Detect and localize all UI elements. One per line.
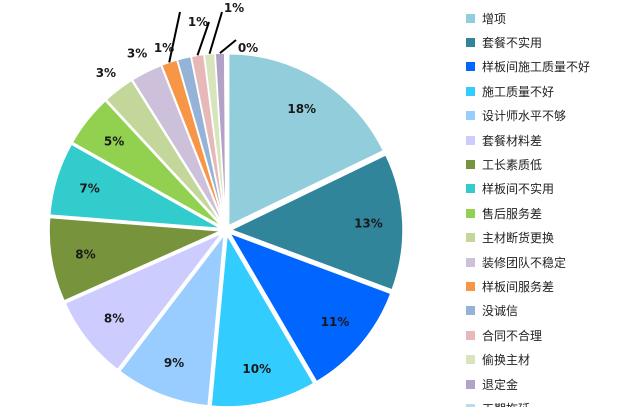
legend-label: 施工质量不好 [482,84,555,99]
pie-slice [227,53,385,227]
slice-data-label: 11% [321,315,350,329]
legend-swatch [466,306,475,316]
legend-swatch [466,160,475,170]
legend-item: 偷换主材 [466,347,640,371]
pie-slice [48,216,222,302]
legend-label: 合同不合理 [482,328,543,343]
legend-label: 工长素质低 [482,158,543,173]
legend-label: 主材断货更换 [482,231,555,246]
slice-data-label: 18% [287,102,316,116]
leader-line [208,11,223,55]
legend-item: 售后服务差 [466,201,640,225]
legend-item: 增项 [466,6,640,30]
legend-label: 偷换主材 [482,353,531,368]
legend-label: 套餐材料差 [482,133,543,148]
pie-chart: 18% 13% 11% 10% 9% 8% 8% 7% 5% 3% 3% 1% 1% 1% 0% [48,1,404,407]
legend-item: 装修团队不稳定 [466,250,640,274]
pie-slice [229,153,404,291]
legend-swatch [466,403,475,407]
leader-line [196,21,210,56]
legend-swatch [466,355,475,365]
legend-swatch [466,257,475,267]
legend-label: 样板间服务差 [482,279,555,294]
legend-label: 增项 [482,11,507,26]
slice-data-label: 8% [104,311,124,325]
pie-slice [71,99,223,228]
legend-item: 工长素质低 [466,152,640,176]
legend-label: 样板间不实用 [482,182,555,197]
pie-slice [118,232,226,407]
legend-swatch [466,111,475,121]
slice-data-label: 7% [79,181,99,195]
slice-data-label: 1% [188,15,208,29]
leader-line [219,39,237,54]
legend-item: 工期拖延 [466,396,640,407]
legend-swatch [466,86,475,96]
pie-slice [228,231,392,383]
pie-slice [48,143,222,230]
slice-data-label: 8% [75,247,95,261]
legend-swatch [466,184,475,194]
slice-data-label: 1% [224,1,244,15]
legend-label: 设计师水平不够 [482,109,567,124]
legend-item: 套餐材料差 [466,128,640,152]
slice-data-label: 10% [242,362,271,376]
slice-data-label: 13% [354,216,383,230]
slice-data-label: 3% [127,46,147,60]
slice-data-label: 3% [96,66,116,80]
legend-item: 样板间不实用 [466,177,640,201]
legend-item: 退定金 [466,372,640,396]
legend-item: 设计师水平不够 [466,104,640,128]
legend-swatch [466,62,475,72]
legend-item: 合同不合理 [466,323,640,347]
slice-data-label: 5% [104,135,124,149]
legend-swatch [466,208,475,218]
legend-label: 没诚信 [482,304,519,319]
legend-label: 工期拖延 [482,400,530,407]
legend-swatch [466,38,475,48]
legend-item: 施工质量不好 [466,79,640,103]
slice-data-label: 1% [154,41,174,55]
legend-item: 套餐不实用 [466,30,640,54]
pie-slice [105,79,224,227]
legend-swatch [466,135,475,145]
slice-data-label: 9% [164,356,184,370]
legend-swatch [466,233,475,243]
legend-item: 样板间施工质量不好 [466,55,640,79]
slice-data-label: 0% [238,41,258,55]
legend-swatch [466,330,475,340]
pie-slice [224,52,227,226]
legend-label: 装修团队不稳定 [482,255,567,270]
legend-label: 套餐不实用 [482,36,543,51]
leader-line [168,11,181,63]
pie-slice [210,232,315,407]
legend: 增项套餐不实用样板间施工质量不好 施工质量不好 设计师水平不够 套餐材料差工长素质低样… [466,6,640,407]
legend-item: 没诚信 [466,299,640,323]
legend-item: 样板间服务差 [466,274,640,298]
legend-swatch [466,281,475,291]
legend-label: 售后服务差 [482,206,543,221]
legend-label: 退定金 [482,377,519,392]
legend-label: 样板间施工质量不好 [482,60,591,75]
legend-swatch [466,379,475,389]
pie-slice [64,232,223,371]
legend-item: 主材断货更换 [466,226,640,250]
legend-swatch [466,13,475,23]
